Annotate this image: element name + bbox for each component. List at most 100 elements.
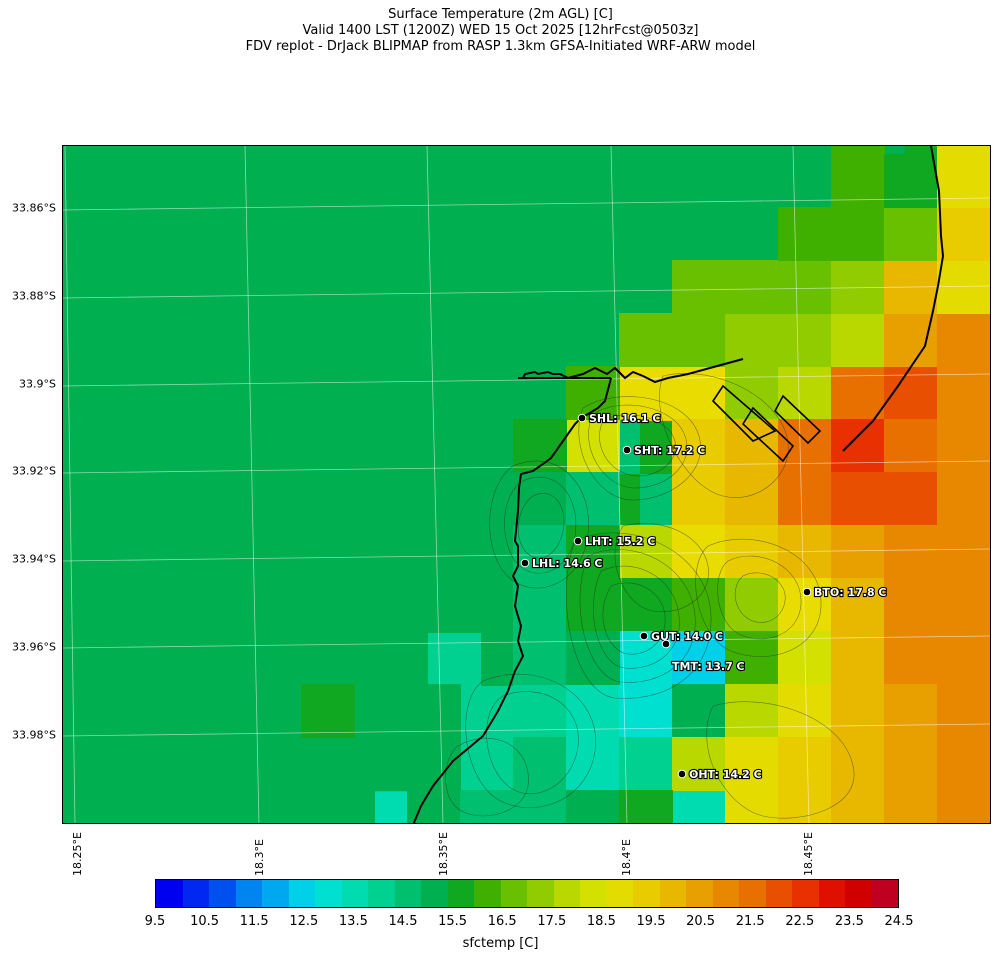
grid-cell <box>63 792 111 823</box>
station-lhl[interactable]: LHL: 14.6 C <box>520 556 604 571</box>
grid-cell <box>63 686 111 740</box>
terrain-contours <box>445 373 855 819</box>
station-tmt[interactable]: TMT: 13.7 C <box>661 639 746 674</box>
grid-cell <box>534 262 588 316</box>
grid-cell <box>163 633 217 687</box>
colorbar-segment <box>845 880 872 907</box>
grid-cell <box>672 684 726 738</box>
grid-cell <box>375 146 429 157</box>
grid-cell <box>884 154 938 208</box>
lon-label: 18.3°E <box>253 839 266 876</box>
grid-cell <box>481 368 535 422</box>
grid-cell <box>619 684 673 738</box>
grid-cell <box>163 474 217 528</box>
colorbar-label: sfctemp [C] <box>462 936 539 951</box>
colorbar-segment <box>421 880 448 907</box>
grid-cell <box>672 313 726 367</box>
grid-cell <box>428 209 482 263</box>
station-oht[interactable]: OHT: 14.2 C <box>677 767 763 782</box>
grid-cell <box>746 156 800 210</box>
lat-label: 33.88°S <box>12 289 56 303</box>
station-dot[interactable] <box>639 631 649 641</box>
grid-cell <box>937 207 990 261</box>
grid-cell <box>428 368 482 422</box>
station-dot[interactable] <box>622 445 632 455</box>
station-dot[interactable] <box>802 587 812 597</box>
colorbar-tick-label: 18.5 <box>586 914 616 929</box>
grid-cell <box>884 313 938 367</box>
chart-title: Surface Temperature (2m AGL) [C] Valid 1… <box>0 7 1001 55</box>
grid-cell <box>746 146 800 157</box>
colorbar-tick-label: 14.5 <box>388 914 418 929</box>
station-bto[interactable]: BTO: 17.8 C <box>802 585 888 600</box>
grid-cell <box>216 527 270 581</box>
station-sht[interactable]: SHT: 17.2 C <box>622 443 706 458</box>
station-label: SHL: 16.1 C <box>589 412 660 425</box>
grid-cell <box>884 684 938 738</box>
station-lht[interactable]: LHT: 15.2 C <box>573 534 656 549</box>
grid-cell <box>937 154 990 208</box>
station-label: GUT: 14.0 C <box>651 630 723 643</box>
grid-cell <box>63 262 111 316</box>
grid-cell <box>322 315 376 369</box>
grid-cell <box>534 209 588 263</box>
station-dot[interactable] <box>661 639 671 649</box>
lon-label: 18.25°E <box>71 832 84 876</box>
colorbar-segment <box>262 880 289 907</box>
grid-cell <box>269 156 323 210</box>
map-area[interactable]: SHL: 16.1 C SHT: 17.2 C LHT: 15.2 C LHL: 14… <box>62 145 991 824</box>
grid-cell <box>63 527 111 581</box>
grid-cell <box>831 578 885 632</box>
station-label: SHT: 17.2 C <box>634 444 705 457</box>
grid-cell <box>428 262 482 316</box>
grid-cell <box>375 474 429 528</box>
colorbar-tick-label: 19.5 <box>636 914 666 929</box>
grid-cell <box>640 209 694 263</box>
grid-cell <box>831 472 885 526</box>
station-dot[interactable] <box>577 413 587 423</box>
title-line-1: Surface Temperature (2m AGL) [C] <box>388 7 613 22</box>
grid-cell <box>63 633 111 687</box>
grid-cell <box>216 262 270 316</box>
grid-cell <box>619 313 673 367</box>
grid-cell <box>481 146 535 157</box>
grid-cell <box>672 578 726 632</box>
station-gut[interactable]: GUT: 14.0 C <box>639 629 724 644</box>
colorbar-segment <box>500 880 527 907</box>
grid-cell <box>269 474 323 528</box>
colorbar-segment <box>712 880 739 907</box>
colorbar-segment <box>447 880 474 907</box>
station-dot[interactable] <box>520 558 530 568</box>
grid-cell <box>216 315 270 369</box>
grid-cell <box>375 315 429 369</box>
colorbar-tick-label: 20.5 <box>686 914 716 929</box>
station-dot[interactable] <box>677 769 687 779</box>
grid-cell <box>163 527 217 581</box>
grid-cell <box>778 684 832 738</box>
grid-cell <box>163 421 217 475</box>
grid-cell <box>937 366 990 420</box>
lon-label: 18.45°E <box>802 832 815 876</box>
grid-cell <box>375 421 429 475</box>
colorbar-segment <box>659 880 686 907</box>
grid-cell <box>216 209 270 263</box>
grid-cell <box>301 684 355 738</box>
grid-cell <box>375 209 429 263</box>
station-dot[interactable] <box>573 536 583 546</box>
grid-cell <box>831 313 885 367</box>
grid-cell <box>322 633 376 687</box>
grid-cell <box>110 580 164 634</box>
title-line-3: FDV replot - DrJack BLIPMAP from RASP 1.… <box>245 39 756 54</box>
colorbar-tick-label: 24.5 <box>884 914 914 929</box>
colorbar-tick-label: 23.5 <box>834 914 864 929</box>
grid-cell <box>693 209 747 263</box>
station-shl[interactable]: SHL: 16.1 C <box>577 411 662 426</box>
grid-cell <box>428 474 482 528</box>
lat-label: 33.94°S <box>12 552 56 566</box>
colorbar-segment <box>288 880 315 907</box>
colorbar-tick-label: 17.5 <box>537 914 567 929</box>
grid-cell <box>428 421 482 475</box>
grid-cell <box>884 419 938 473</box>
grid-cell <box>63 421 111 475</box>
grid-cell <box>693 146 747 157</box>
